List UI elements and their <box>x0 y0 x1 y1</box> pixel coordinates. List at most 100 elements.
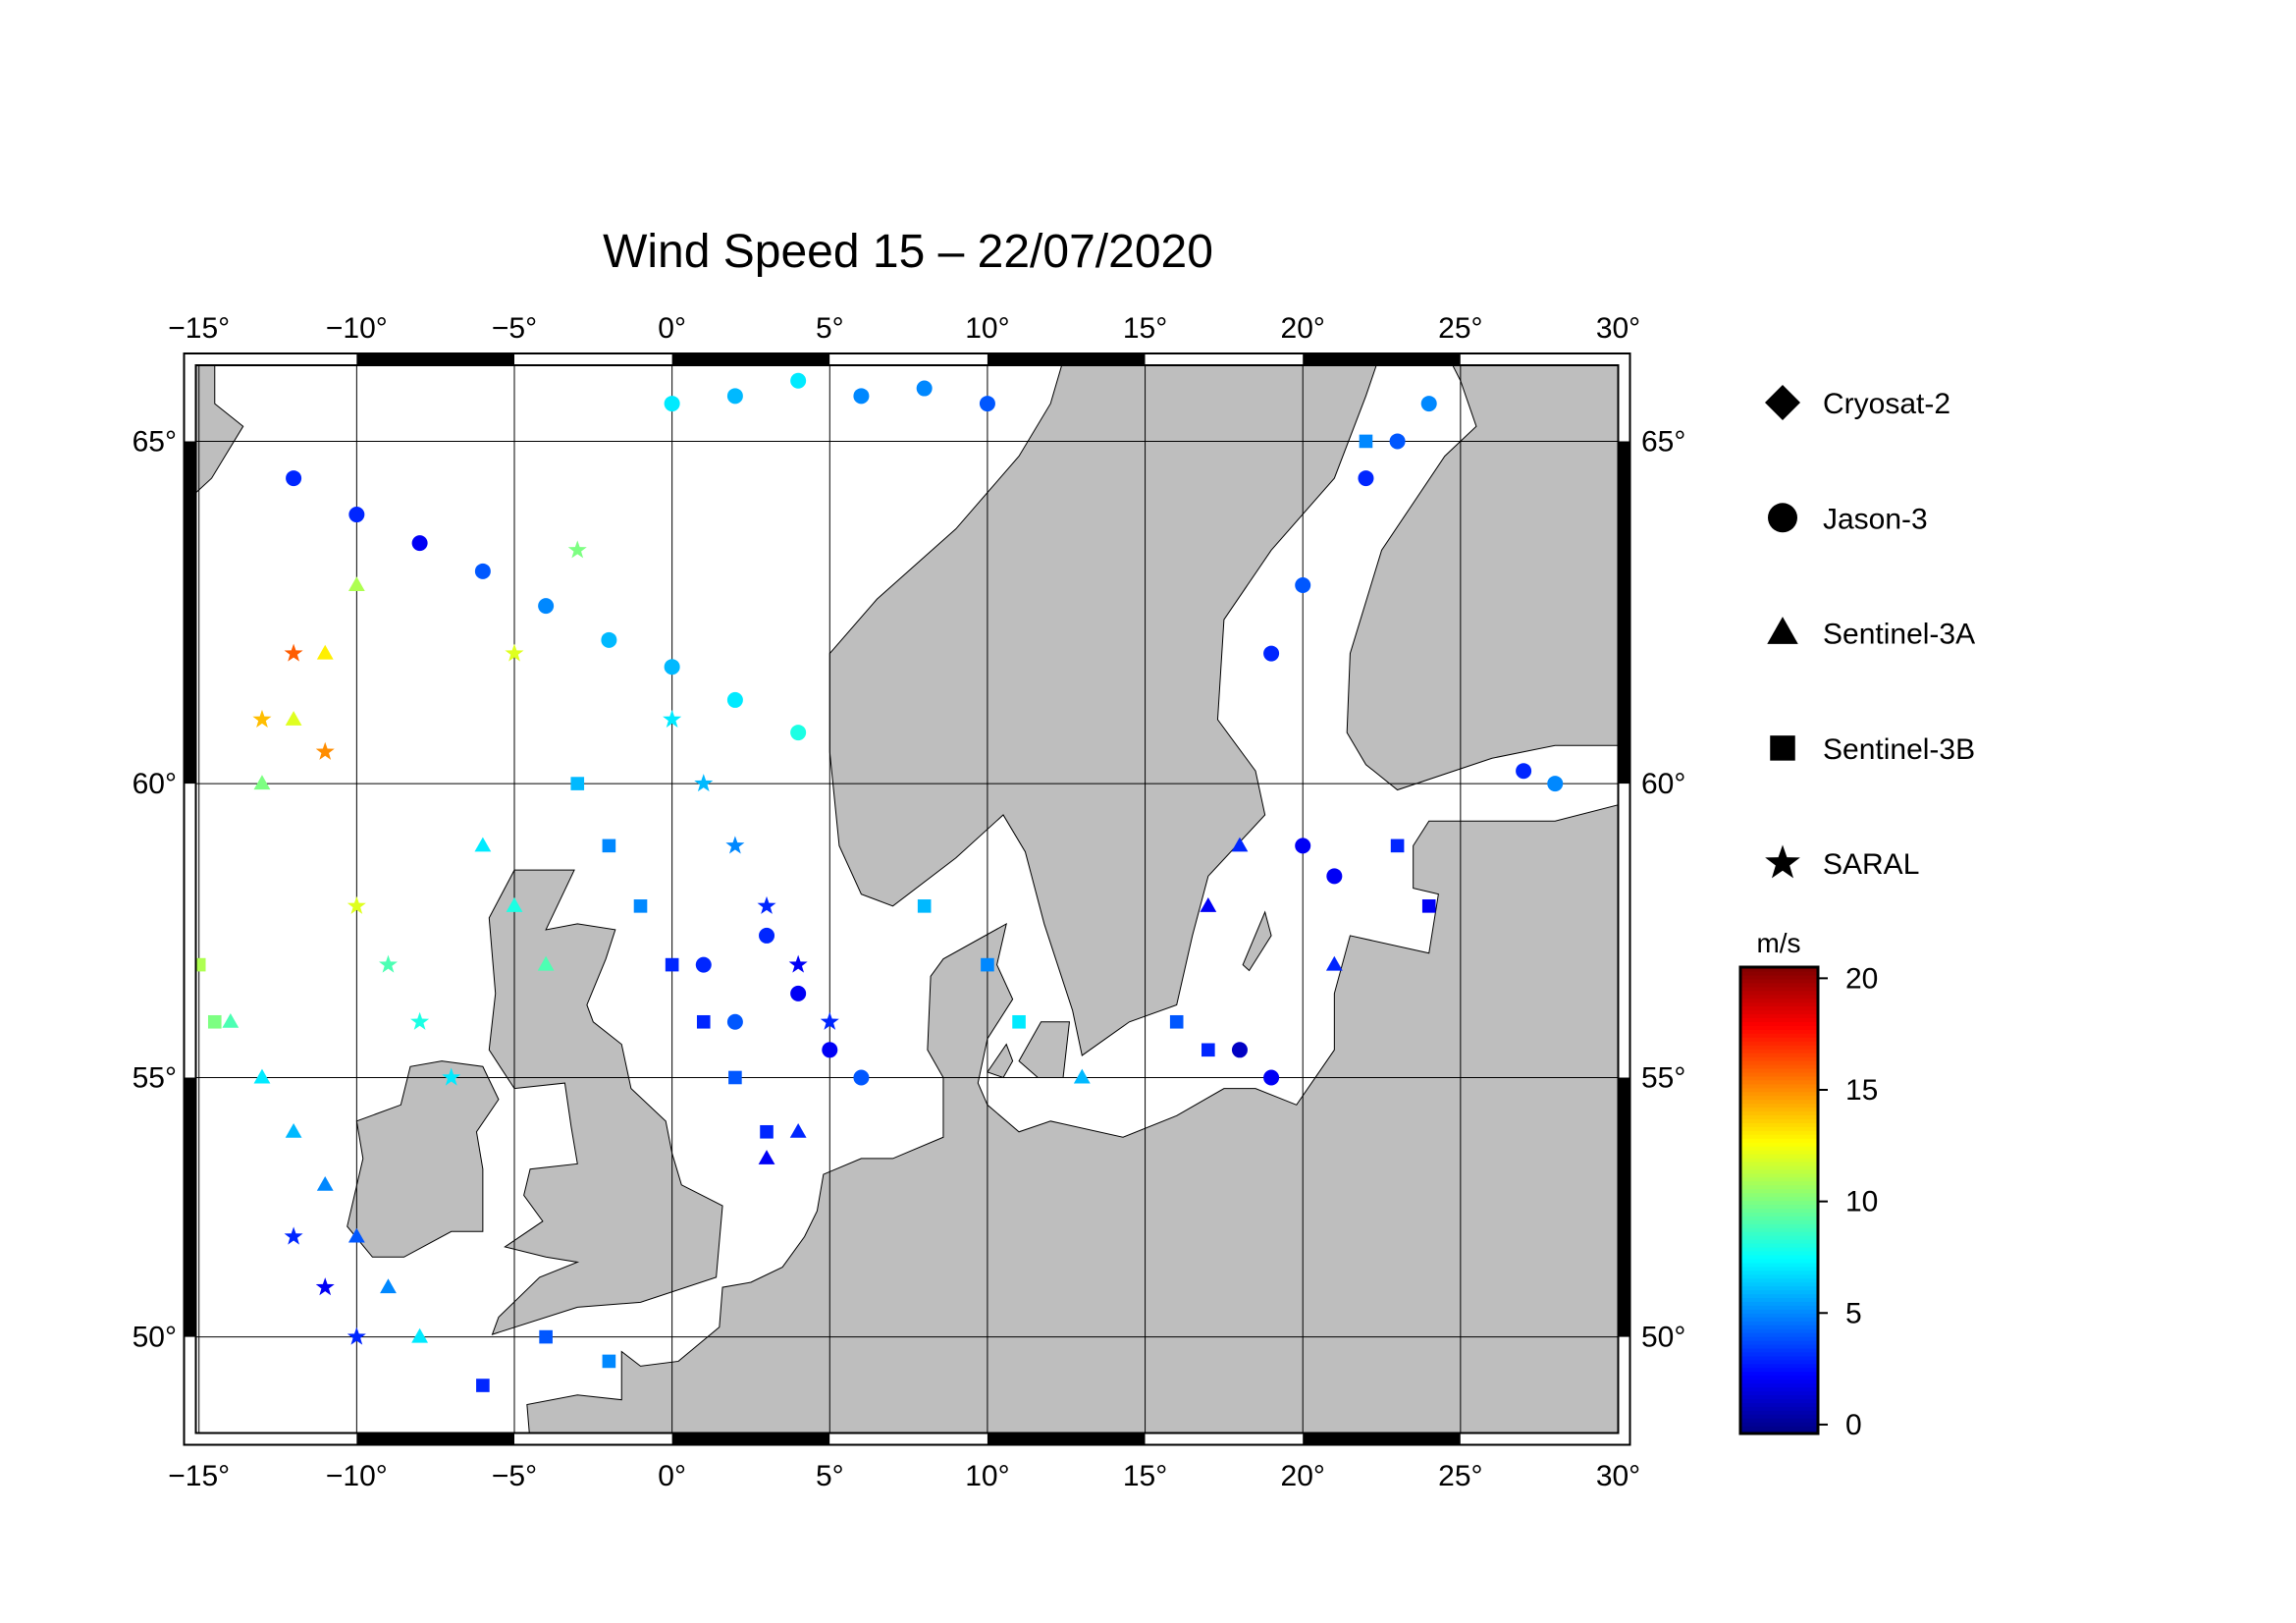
frame-band <box>195 1433 199 1445</box>
data-point <box>285 711 302 726</box>
frame-band <box>1460 1433 1619 1445</box>
colorbar-stripe <box>1740 1422 1818 1427</box>
colorbar-stripe <box>1740 1142 1818 1147</box>
colorbar-stripe <box>1740 1017 1818 1023</box>
colorbar-stripe <box>1740 1053 1818 1057</box>
data-point <box>1231 1042 1248 1058</box>
colorbar-stripe <box>1740 1154 1818 1159</box>
data-point <box>633 899 648 913</box>
frame-band <box>1618 1336 1630 1434</box>
colorbar-stripe <box>1740 1235 1818 1240</box>
colorbar-stripe <box>1740 1037 1818 1042</box>
data-point <box>822 1042 838 1058</box>
data-point <box>315 1277 335 1296</box>
colorbar-stripe <box>1740 1293 1818 1299</box>
colorbar-stripe <box>1740 1414 1818 1419</box>
colorbar-stripe <box>1740 1266 1818 1271</box>
frame-band <box>184 441 196 784</box>
frame-band <box>195 353 199 365</box>
frame-band <box>1618 441 1630 784</box>
colorbar-stripe <box>1740 1176 1818 1182</box>
colorbar-stripe <box>1740 1223 1818 1228</box>
data-point <box>1012 1014 1026 1029</box>
frame-outer <box>183 352 1631 1446</box>
colorbar-stripe <box>1740 1029 1818 1034</box>
colorbar-stripe <box>1740 1317 1818 1322</box>
colorbar-stripe <box>1740 1134 1818 1139</box>
land <box>1242 910 1272 972</box>
frame-band <box>987 1433 1146 1445</box>
colorbar-stripe <box>1740 1071 1818 1077</box>
y-tick-label: 60° <box>133 768 177 800</box>
colorbar-stripe <box>1740 1254 1818 1260</box>
data-point <box>538 598 555 615</box>
data-point <box>725 836 745 854</box>
data-point <box>1547 776 1564 792</box>
colorbar-stripe <box>1740 1332 1818 1337</box>
data-point <box>1359 434 1373 449</box>
frame-band <box>987 353 1146 365</box>
frame-inner <box>194 364 1620 1434</box>
data-point <box>378 954 398 973</box>
legend-label: Sentinel-3A <box>1823 619 1975 651</box>
colorbar-stripe <box>1740 1247 1818 1252</box>
colorbar-stripe <box>1740 1009 1818 1015</box>
x-tick-label: −5° <box>492 1460 537 1492</box>
data-point <box>539 1329 553 1344</box>
colorbar-tick-label: 15 <box>1845 1074 1878 1107</box>
colorbar-stripe <box>1740 1426 1818 1431</box>
frame-band <box>1618 784 1630 1078</box>
colorbar-stripe <box>1740 1200 1818 1206</box>
colorbar-stripe <box>1740 1060 1818 1065</box>
data-point <box>505 643 524 662</box>
data-point <box>601 631 617 648</box>
colorbar-stripe <box>1740 1021 1818 1026</box>
data-point <box>316 644 334 660</box>
data-point <box>348 507 365 523</box>
data-point <box>222 1012 240 1028</box>
colorbar-stripe <box>1740 1386 1818 1392</box>
colorbar-stripe <box>1740 1305 1818 1310</box>
chart-title: Wind Speed 15 – 22/07/2020 <box>603 226 1213 278</box>
colorbar-stripe <box>1740 1359 1818 1365</box>
colorbar-stripe <box>1740 1343 1818 1349</box>
colorbar-stripe <box>1740 1075 1818 1081</box>
y-tick-label: 65° <box>1641 425 1685 458</box>
frame-band <box>356 353 514 365</box>
colorbar-stripe <box>1740 1297 1818 1303</box>
colorbar-stripe <box>1740 1212 1818 1217</box>
y-tick-label: 50° <box>133 1322 177 1354</box>
frame-band <box>1303 1433 1461 1445</box>
colorbar-stripe <box>1740 1188 1818 1194</box>
colorbar-stripe <box>1740 1313 1818 1318</box>
x-tick-label: −15° <box>168 312 230 345</box>
data-point <box>1421 899 1436 913</box>
data-point <box>728 1070 742 1085</box>
data-point <box>788 954 808 973</box>
land <box>526 804 1619 1434</box>
colorbar-stripe <box>1740 1375 1818 1380</box>
colorbar-stripe <box>1740 1126 1818 1131</box>
data-point <box>474 837 492 852</box>
colorbar-stripe <box>1740 970 1818 976</box>
colorbar-tick-label: 20 <box>1845 962 1878 995</box>
colorbar-stripe <box>1740 1336 1818 1341</box>
frame-band <box>513 353 672 365</box>
x-tick-label: 20° <box>1281 1460 1325 1492</box>
data-point <box>1231 837 1249 852</box>
colorbar-stripe <box>1740 1262 1818 1268</box>
data-point <box>347 576 365 592</box>
land <box>828 365 1377 1056</box>
colorbar-stripe <box>1740 1398 1818 1403</box>
data-point <box>790 985 807 1001</box>
colorbar-stripe <box>1740 1013 1818 1019</box>
data-point <box>726 691 743 708</box>
data-point <box>252 709 272 728</box>
legend-marker <box>1765 385 1800 420</box>
y-tick-label: 60° <box>1641 768 1685 800</box>
data-point <box>347 895 366 914</box>
x-tick-label: 30° <box>1596 1460 1640 1492</box>
frame-band <box>1145 1433 1304 1445</box>
data-point <box>1263 1069 1280 1086</box>
legend-marker <box>1765 844 1800 879</box>
